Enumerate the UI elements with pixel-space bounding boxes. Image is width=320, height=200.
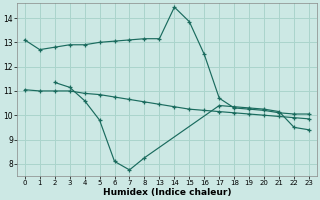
X-axis label: Humidex (Indice chaleur): Humidex (Indice chaleur) bbox=[103, 188, 231, 197]
